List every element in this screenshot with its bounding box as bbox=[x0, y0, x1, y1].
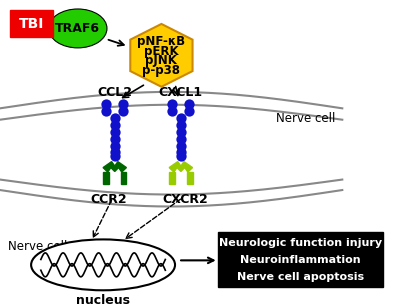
Polygon shape bbox=[169, 162, 192, 172]
Polygon shape bbox=[121, 172, 126, 184]
Polygon shape bbox=[169, 172, 175, 184]
Point bbox=[169, 109, 176, 114]
Text: CXCR2: CXCR2 bbox=[162, 193, 208, 206]
Point bbox=[178, 143, 184, 148]
Point bbox=[178, 116, 184, 120]
Point bbox=[178, 122, 184, 127]
Text: Neuroinflammation: Neuroinflammation bbox=[240, 255, 361, 265]
Point bbox=[186, 102, 193, 107]
Point bbox=[178, 154, 184, 159]
Point bbox=[169, 102, 176, 107]
Text: CCR2: CCR2 bbox=[90, 193, 127, 206]
Text: TBI: TBI bbox=[18, 17, 44, 31]
Text: Nerve cell apoptosis: Nerve cell apoptosis bbox=[237, 272, 364, 282]
Polygon shape bbox=[103, 172, 108, 184]
Point bbox=[120, 109, 126, 114]
Text: pNF-κB: pNF-κB bbox=[137, 35, 186, 48]
Polygon shape bbox=[187, 172, 192, 184]
Text: Nerve cell: Nerve cell bbox=[8, 241, 67, 253]
Text: p-p38: p-p38 bbox=[142, 64, 180, 77]
FancyBboxPatch shape bbox=[10, 10, 52, 37]
Point bbox=[112, 150, 118, 155]
Text: CCL2: CCL2 bbox=[97, 86, 132, 99]
Text: CXCL1: CXCL1 bbox=[159, 86, 203, 99]
Text: Nerve cell: Nerve cell bbox=[276, 112, 336, 125]
Point bbox=[112, 143, 118, 148]
FancyBboxPatch shape bbox=[218, 232, 383, 287]
Point bbox=[178, 130, 184, 135]
Point bbox=[112, 122, 118, 127]
Point bbox=[103, 109, 109, 114]
Polygon shape bbox=[130, 24, 192, 87]
Point bbox=[120, 102, 126, 107]
Text: nucleus: nucleus bbox=[76, 294, 130, 307]
Ellipse shape bbox=[31, 239, 175, 290]
Point bbox=[178, 137, 184, 142]
Point bbox=[112, 116, 118, 120]
Text: Neurologic function injury: Neurologic function injury bbox=[219, 238, 382, 248]
Point bbox=[178, 150, 184, 155]
Text: TRAF6: TRAF6 bbox=[55, 22, 100, 35]
Polygon shape bbox=[103, 162, 126, 172]
Ellipse shape bbox=[49, 9, 107, 48]
Point bbox=[112, 130, 118, 135]
Point bbox=[103, 102, 109, 107]
Text: pJNK: pJNK bbox=[146, 54, 177, 67]
Text: pERK: pERK bbox=[144, 45, 179, 58]
Point bbox=[112, 137, 118, 142]
Point bbox=[186, 109, 193, 114]
Point bbox=[112, 154, 118, 159]
